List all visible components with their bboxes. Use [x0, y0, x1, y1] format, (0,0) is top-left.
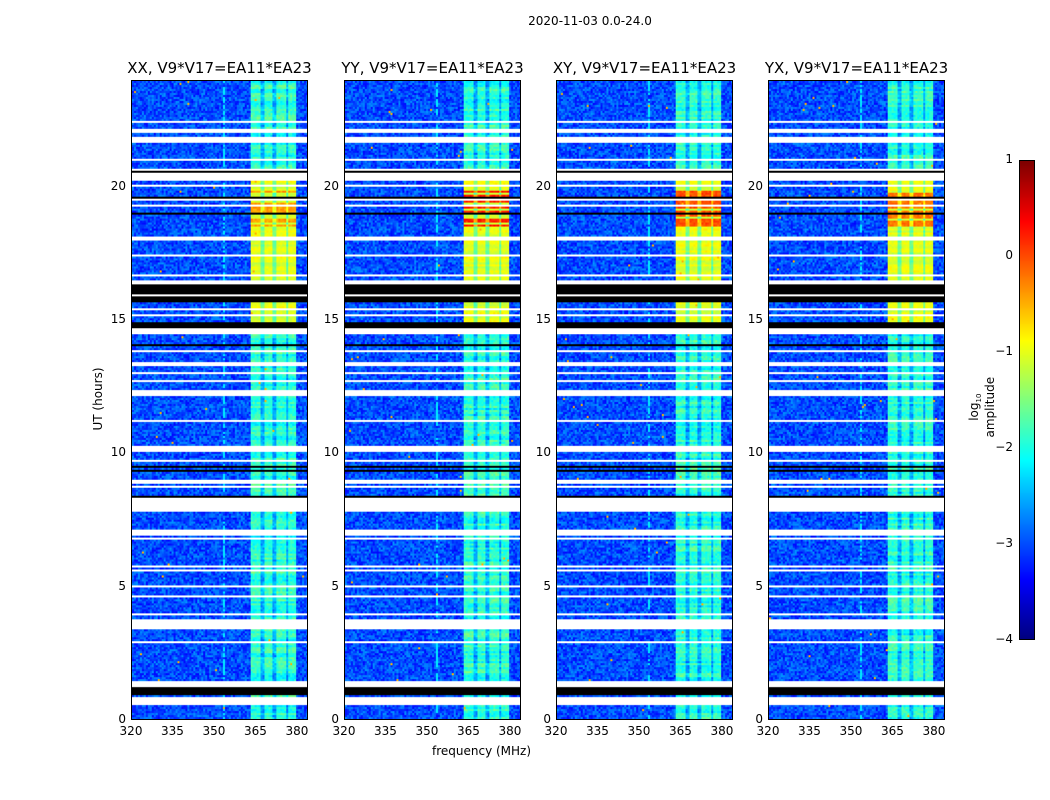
- x-tick-label: 320: [756, 724, 780, 738]
- panel-title: XX, V9*V17=EA11*EA23: [127, 59, 312, 77]
- y-tick-label: 15: [323, 312, 339, 326]
- x-tick-label: 320: [544, 724, 568, 738]
- y-tick-label: 10: [535, 445, 551, 460]
- x-tick-label: 350: [627, 724, 651, 738]
- x-tick-label: 365: [457, 724, 480, 738]
- x-tick-label: 320: [332, 724, 356, 738]
- heatmap-panel-3: [556, 80, 733, 720]
- x-tick-label: 380: [710, 724, 734, 738]
- x-tick-label: 350: [415, 724, 439, 738]
- y-tick-label: 5: [755, 578, 763, 593]
- x-tick-label: 380: [498, 724, 522, 738]
- heatmap-panel-1: [131, 80, 308, 720]
- panel-title: YX, V9*V17=EA11*EA23: [764, 59, 949, 77]
- figure-title: 2020-11-03 0.0-24.0: [528, 14, 652, 28]
- x-tick-label: 320: [119, 724, 143, 738]
- y-tick-label: 20: [323, 178, 339, 193]
- y-tick-label: 20: [747, 178, 763, 193]
- y-tick-label: 10: [110, 445, 126, 460]
- colorbar-tick-label: 1: [1005, 152, 1013, 166]
- colorbar-tick-label: 0: [1005, 248, 1013, 262]
- x-tick-label: 380: [922, 724, 946, 738]
- panel-title: XY, V9*V17=EA11*EA23: [552, 59, 737, 77]
- heatmap-panel-4: [768, 80, 945, 720]
- x-tick-label: 335: [586, 724, 609, 738]
- y-axis-label: UT (hours): [91, 367, 105, 431]
- y-tick-label: 5: [118, 578, 126, 593]
- x-tick-label: 380: [285, 724, 309, 738]
- y-tick-label: 0: [331, 712, 339, 726]
- y-tick-label: 0: [118, 712, 126, 726]
- colorbar-label-rest: amplitude: [983, 376, 998, 438]
- y-tick-label: 10: [747, 445, 763, 460]
- y-tick-label: 0: [543, 712, 551, 726]
- colorbar-label-log: log: [966, 402, 981, 421]
- x-tick-label: 350: [202, 724, 226, 738]
- y-tick-label: 0: [755, 712, 763, 726]
- panel-title: YY, V9*V17=EA11*EA23: [341, 59, 524, 77]
- colorbar-label: log10 amplitude: [967, 367, 997, 447]
- x-tick-label: 365: [669, 724, 692, 738]
- x-tick-label: 365: [881, 724, 904, 738]
- x-axis-label: frequency (MHz): [432, 744, 532, 758]
- y-tick-label: 20: [535, 178, 551, 193]
- colorbar-tick-label: −1: [995, 344, 1013, 358]
- x-tick-label: 335: [161, 724, 184, 738]
- heatmap-panel-2: [344, 80, 521, 720]
- colorbar: [1019, 160, 1035, 640]
- colorbar-tick-label: −2: [995, 440, 1013, 454]
- x-tick-label: 365: [244, 724, 267, 738]
- colorbar-label-sub: 10: [975, 393, 984, 403]
- y-tick-label: 10: [323, 445, 339, 460]
- y-tick-label: 5: [331, 578, 339, 593]
- x-tick-label: 335: [374, 724, 397, 738]
- y-tick-label: 15: [535, 312, 551, 326]
- y-tick-label: 15: [110, 312, 126, 326]
- x-tick-label: 350: [839, 724, 863, 738]
- y-tick-label: 15: [747, 312, 763, 326]
- colorbar-tick-label: −3: [995, 536, 1013, 550]
- y-tick-label: 20: [110, 178, 126, 193]
- x-tick-label: 335: [798, 724, 821, 738]
- colorbar-tick-label: −4: [995, 632, 1013, 646]
- y-tick-label: 5: [543, 578, 551, 593]
